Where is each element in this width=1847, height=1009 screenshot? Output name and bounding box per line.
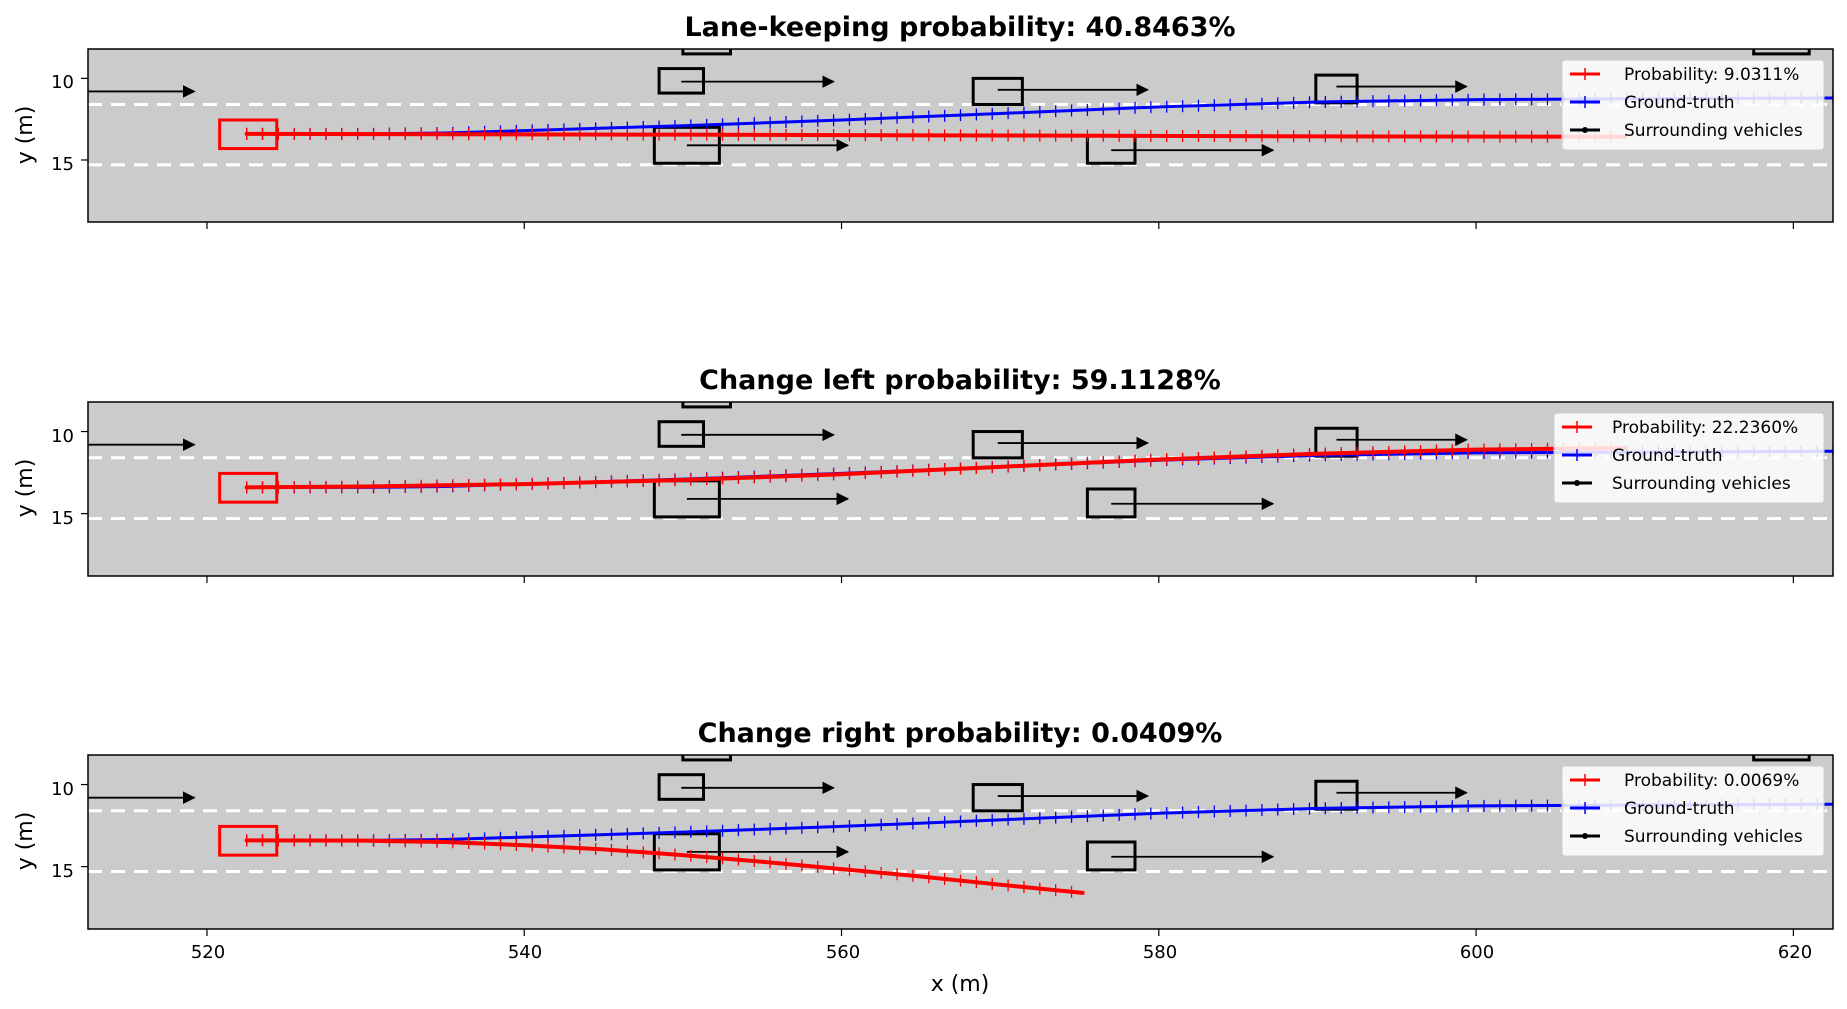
x-tick-label: 600	[1460, 942, 1494, 963]
y-tick-label: 10	[51, 779, 74, 800]
y-tick-label: 15	[51, 861, 74, 882]
legend-label-vehicles: Surrounding vehicles	[1624, 827, 1803, 847]
series-line-prediction	[244, 131, 1628, 139]
y-tick-label: 10	[51, 426, 74, 447]
surrounding-vehicle	[1752, 49, 1811, 56]
legend-label-prediction: Probability: 0.0069%	[1624, 771, 1799, 791]
x-tick-label: 520	[191, 942, 225, 963]
surrounding-vehicle	[971, 783, 1024, 813]
plot-area	[0, 48, 1834, 229]
panel-change-left: Change left probability: 59.1128% y (m) …	[0, 365, 1834, 583]
legend: Probability: 22.2360% Ground-truth Surro…	[1553, 412, 1825, 504]
x-tick-label: 620	[1778, 942, 1812, 963]
plot-clip	[0, 402, 1833, 521]
x-tick-label: 560	[826, 942, 860, 963]
legend-label-ground-truth: Ground-truth	[1612, 446, 1723, 466]
legend-label-prediction: Probability: 22.2360%	[1612, 418, 1798, 438]
surrounding-vehicle	[681, 755, 732, 762]
road-background	[88, 402, 1833, 576]
surrounding-vehicle	[0, 788, 17, 813]
y-tick-label: 15	[51, 154, 74, 175]
ego-vehicle	[218, 471, 279, 504]
series-line-prediction	[244, 445, 1628, 490]
y-axis-label: y (m)	[13, 106, 38, 165]
legend: Probability: 9.0311% Ground-truth Surrou…	[1561, 59, 1825, 151]
plot-area	[0, 754, 1834, 936]
surrounding-vehicle	[0, 435, 17, 460]
x-axis-label: x (m)	[931, 972, 990, 997]
panel-title: Change left probability: 59.1128%	[699, 365, 1221, 396]
panel-change-right: Change right probability: 0.0409% y (m) …	[0, 718, 1834, 997]
x-tick-label: 540	[508, 942, 542, 963]
ego-vehicle	[218, 118, 279, 151]
series-line-ground_truth	[245, 802, 1833, 842]
ego-vehicle	[218, 824, 279, 857]
y-tick-label: 15	[51, 508, 74, 529]
y-axis-label: y (m)	[13, 812, 38, 871]
axes-frame	[87, 401, 1834, 577]
legend-label-prediction: Probability: 9.0311%	[1624, 65, 1799, 85]
y-axis-label: y (m)	[13, 459, 38, 518]
legend-label-ground-truth: Ground-truth	[1624, 799, 1735, 819]
surrounding-vehicle	[681, 402, 732, 409]
legend-box	[1561, 59, 1825, 151]
x-tick-label: 580	[1143, 942, 1177, 963]
legend: Probability: 0.0069% Ground-truth Surrou…	[1561, 765, 1825, 857]
legend-box	[1553, 412, 1825, 504]
legend-marker-vehicles	[1582, 127, 1588, 133]
surrounding-vehicle	[681, 49, 732, 56]
panel-title: Change right probability: 0.0409%	[698, 718, 1223, 749]
surrounding-vehicle	[0, 82, 17, 106]
series-line-prediction	[244, 838, 1085, 895]
plot-area	[0, 401, 1834, 583]
plot-clip	[0, 49, 1833, 167]
surrounding-vehicle	[971, 76, 1024, 106]
plot-clip	[0, 755, 1833, 898]
panel-title: Lane-keeping probability: 40.8463%	[684, 12, 1235, 43]
y-tick-label: 10	[51, 72, 74, 93]
legend-label-ground-truth: Ground-truth	[1624, 93, 1735, 113]
axes-frame	[87, 754, 1834, 930]
surrounding-vehicle	[1752, 755, 1811, 762]
legend-marker-vehicles	[1582, 833, 1588, 839]
surrounding-vehicle	[971, 430, 1024, 460]
legend-marker-vehicles	[1574, 480, 1580, 486]
panel-lane-keeping: Lane-keeping probability: 40.8463% y (m)…	[0, 12, 1834, 229]
legend-label-vehicles: Surrounding vehicles	[1612, 474, 1791, 494]
axes-frame	[87, 48, 1834, 223]
legend-label-vehicles: Surrounding vehicles	[1624, 121, 1803, 141]
legend-box	[1561, 765, 1825, 857]
